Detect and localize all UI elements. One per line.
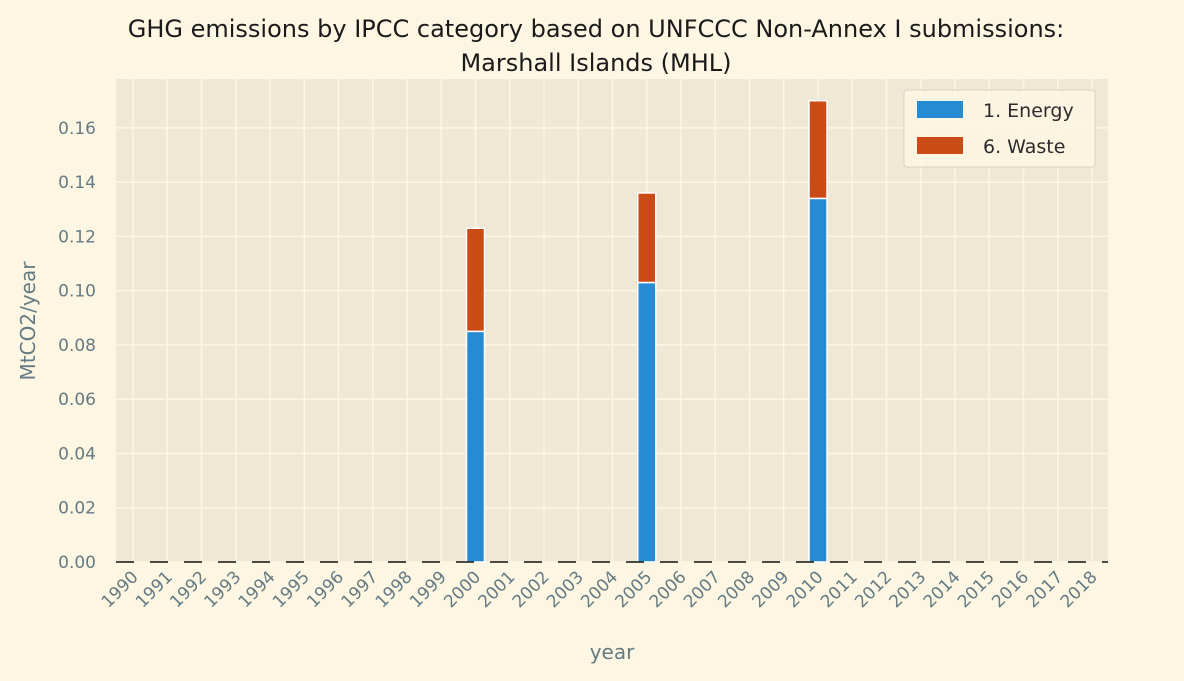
y-tick-label: 0.14 <box>58 173 96 193</box>
legend-swatch-energy <box>917 101 963 118</box>
x-tick-label: 2006 <box>646 567 691 612</box>
y-tick-label: 0.12 <box>58 227 96 247</box>
bar-6-waste-2005 <box>637 192 657 284</box>
y-tick-label: 0.10 <box>58 282 96 302</box>
chart-title-line2: Marshall Islands (MHL) <box>460 49 731 77</box>
x-tick-label: 2004 <box>577 567 622 612</box>
bar-6-waste-2010 <box>808 99 828 200</box>
x-tick-label: 2001 <box>475 567 520 612</box>
x-axis-label: year <box>590 640 635 664</box>
x-tick-label: 2012 <box>851 567 896 612</box>
x-tick-label: 1999 <box>406 567 451 612</box>
chart-title-line1: GHG emissions by IPCC category based on … <box>128 15 1065 43</box>
x-tick-label: 1996 <box>303 567 348 612</box>
y-tick-label: 0.04 <box>58 444 96 464</box>
x-tick-label: 2011 <box>817 567 862 612</box>
x-tick-label: 1997 <box>338 567 383 612</box>
x-tick-label: 2009 <box>749 567 794 612</box>
x-tick-label: 2018 <box>1057 567 1102 612</box>
x-tick-label: 2008 <box>714 567 759 612</box>
y-axis-label: MtCO2/year <box>16 261 40 381</box>
bars <box>465 99 828 563</box>
x-tick-label: 2013 <box>886 567 931 612</box>
y-tick-label: 0.02 <box>58 499 96 519</box>
y-tick-label: 0.00 <box>58 553 96 573</box>
legend-swatch-waste <box>917 137 963 154</box>
x-tick-label: 1994 <box>235 567 280 612</box>
y-tick-label: 0.08 <box>58 336 96 356</box>
legend-label-waste: 6. Waste <box>983 136 1065 158</box>
bar-1-energy-2010 <box>808 197 828 563</box>
x-tick-label: 1998 <box>372 567 417 612</box>
x-tick-label: 2016 <box>988 567 1033 612</box>
x-tick-label: 2000 <box>440 567 485 612</box>
bar-1-energy-2000 <box>465 330 486 563</box>
x-tick-label: 1991 <box>132 567 177 612</box>
x-tick-label: 2010 <box>783 567 828 612</box>
x-tick-labels: 1990199119921993199419951996199719981999… <box>98 567 1102 612</box>
bar-6-waste-2000 <box>465 227 486 333</box>
legend: 1. Energy 6. Waste <box>903 89 1096 168</box>
x-tick-label: 2007 <box>680 567 725 612</box>
x-tick-label: 1990 <box>98 567 143 612</box>
x-tick-label: 2014 <box>920 567 965 612</box>
x-tick-label: 2005 <box>612 567 657 612</box>
legend-label-energy: 1. Energy <box>983 100 1074 122</box>
x-tick-label: 2003 <box>543 567 588 612</box>
x-tick-label: 2002 <box>509 567 554 612</box>
y-tick-label: 0.16 <box>58 119 96 139</box>
x-tick-label: 1995 <box>269 567 314 612</box>
y-tick-label: 0.06 <box>58 390 96 410</box>
bar-1-energy-2005 <box>637 281 657 563</box>
x-tick-label: 2017 <box>1023 567 1068 612</box>
x-tick-label: 1993 <box>201 567 246 612</box>
y-tick-labels: 0.00 0.02 0.04 0.06 0.08 0.10 0.12 0.14 0.16 <box>58 119 96 573</box>
x-tick-label: 2015 <box>954 567 999 612</box>
x-tick-label: 1992 <box>166 567 211 612</box>
